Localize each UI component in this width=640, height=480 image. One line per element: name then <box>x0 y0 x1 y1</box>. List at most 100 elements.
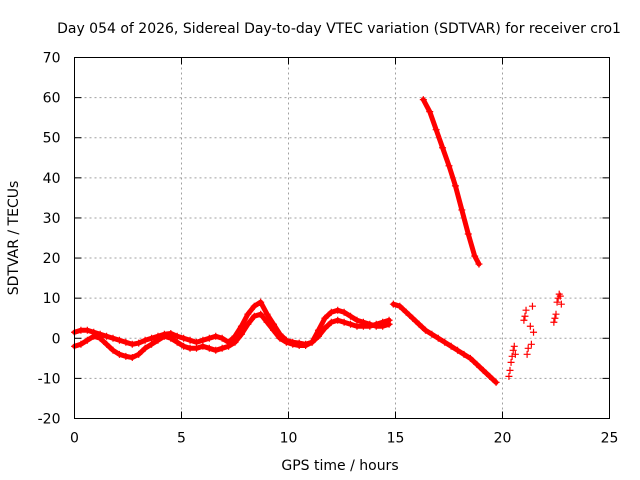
data-point <box>83 336 91 344</box>
data-point <box>409 314 417 322</box>
data-point <box>460 350 468 358</box>
data-point <box>473 360 481 368</box>
data-point <box>218 344 226 352</box>
data-point <box>192 338 200 346</box>
data-point <box>90 332 98 340</box>
data-point <box>103 332 111 340</box>
data-point <box>180 334 188 342</box>
data-point <box>263 318 271 326</box>
data-point <box>115 350 123 358</box>
data-point <box>199 342 207 350</box>
y-tick-labels: -20 -10 0 10 20 30 40 50 60 70 <box>38 51 61 428</box>
series-evening-decline <box>389 300 500 386</box>
data-point <box>103 340 111 348</box>
data-point <box>186 344 194 352</box>
data-point <box>276 334 284 342</box>
data-point <box>122 338 130 346</box>
data-point <box>419 96 427 104</box>
data-point <box>454 346 462 354</box>
data-point <box>160 332 168 340</box>
x-axis-label: GPS time / hours <box>281 458 398 474</box>
data-point <box>225 342 233 350</box>
data-point <box>77 326 85 334</box>
data-point <box>289 340 297 348</box>
data-point <box>327 308 335 316</box>
data-point <box>530 328 538 336</box>
x-tick-label: 10 <box>280 431 298 447</box>
data-point <box>439 144 447 152</box>
data-point <box>212 332 220 340</box>
data-point <box>445 162 453 170</box>
data-point <box>372 320 380 328</box>
data-point <box>148 340 156 348</box>
data-point <box>353 316 361 324</box>
data-point <box>385 316 393 324</box>
data-point <box>135 350 143 358</box>
data-point <box>340 318 348 326</box>
plot-frame <box>74 57 610 419</box>
data-point <box>340 308 348 316</box>
series-band-b <box>71 310 393 362</box>
data-point <box>244 320 252 328</box>
grid-lines <box>74 57 610 419</box>
data-point <box>552 310 560 318</box>
y-tick-label: -20 <box>38 412 61 428</box>
x-tick-label: 25 <box>601 431 619 447</box>
data-point <box>447 342 455 350</box>
data-point <box>334 316 342 324</box>
data-point <box>205 344 213 352</box>
data-point <box>451 182 459 190</box>
data-point <box>524 344 532 352</box>
data-point <box>347 320 355 328</box>
data-point <box>122 352 130 360</box>
y-tick-label: 40 <box>43 171 61 187</box>
series-trace <box>420 97 482 267</box>
data-point <box>556 292 564 300</box>
data-point <box>441 338 449 346</box>
y-axis-label: SDTVAR / TECUs <box>6 181 22 296</box>
data-point <box>557 300 565 308</box>
data-point <box>205 334 213 342</box>
x-tick-label: 15 <box>387 431 405 447</box>
series-steep-segment <box>419 96 483 268</box>
data-point <box>522 306 530 314</box>
chart-title: Day 054 of 2026, Sidereal Day-to-day VTE… <box>57 21 621 37</box>
data-point <box>526 322 534 330</box>
data-point <box>521 312 529 320</box>
data-point <box>458 206 466 214</box>
data-point <box>141 344 149 352</box>
x-tick-label: 0 <box>70 431 79 447</box>
data-point <box>321 324 329 332</box>
data-point <box>379 318 387 326</box>
y-tick-label: 70 <box>43 51 61 67</box>
data-point <box>426 108 434 116</box>
x-tick-label: 5 <box>177 431 186 447</box>
y-tick-label: 0 <box>52 331 61 347</box>
data-point <box>428 330 436 338</box>
data-point <box>77 340 85 348</box>
data-point <box>109 334 117 342</box>
data-point <box>486 372 494 380</box>
data-point <box>173 338 181 346</box>
data-point <box>180 342 188 350</box>
data-point <box>509 346 517 354</box>
data-point <box>510 342 518 350</box>
data-points <box>71 96 565 386</box>
data-point <box>257 298 265 306</box>
data-point <box>415 320 423 328</box>
data-point <box>128 340 136 348</box>
data-point <box>471 252 479 260</box>
data-point <box>550 318 558 326</box>
data-point <box>154 336 162 344</box>
data-point <box>553 298 561 306</box>
data-point <box>109 346 117 354</box>
data-point <box>250 302 258 310</box>
data-point <box>314 332 322 340</box>
data-point <box>244 310 252 318</box>
data-point <box>135 339 143 347</box>
data-point <box>231 338 239 346</box>
data-point <box>434 334 442 342</box>
data-point <box>466 354 474 362</box>
x-tick-label: 20 <box>494 431 512 447</box>
data-point <box>115 336 123 344</box>
